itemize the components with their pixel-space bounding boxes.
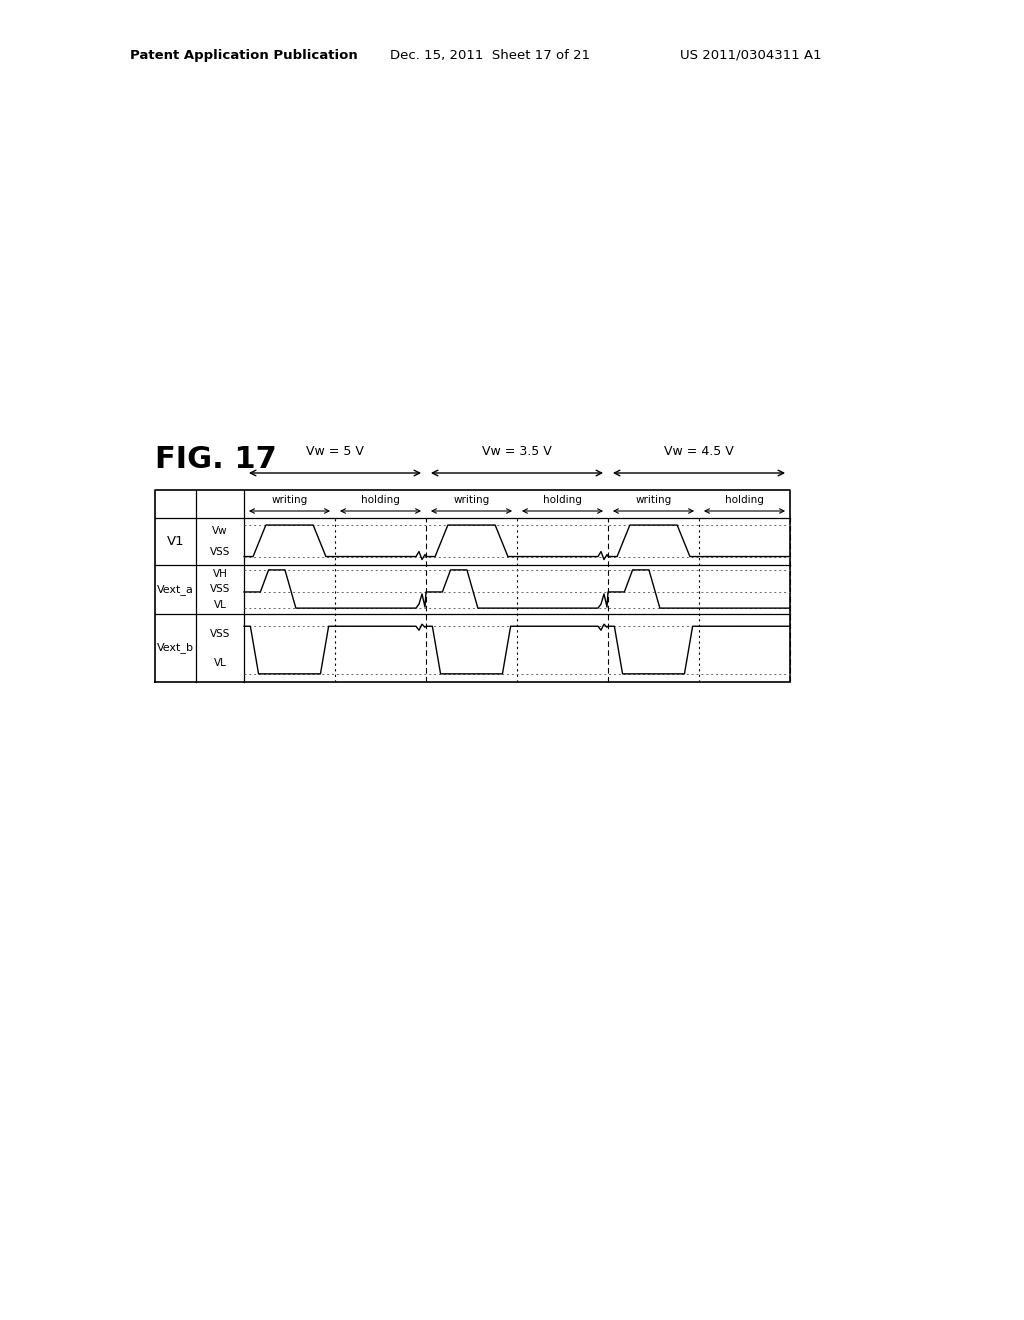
Text: Vw = 4.5 V: Vw = 4.5 V [665, 445, 734, 458]
Text: Dec. 15, 2011  Sheet 17 of 21: Dec. 15, 2011 Sheet 17 of 21 [390, 49, 590, 62]
Text: Patent Application Publication: Patent Application Publication [130, 49, 357, 62]
Text: FIG. 17: FIG. 17 [155, 445, 276, 474]
Text: VSS: VSS [210, 630, 230, 639]
Text: writing: writing [271, 495, 307, 506]
Text: Vext_a: Vext_a [157, 583, 194, 595]
Text: Vext_b: Vext_b [157, 643, 194, 653]
Text: Vw = 3.5 V: Vw = 3.5 V [482, 445, 552, 458]
Text: writing: writing [454, 495, 489, 506]
Text: US 2011/0304311 A1: US 2011/0304311 A1 [680, 49, 821, 62]
Text: holding: holding [725, 495, 764, 506]
Text: VL: VL [214, 657, 226, 668]
Text: holding: holding [543, 495, 582, 506]
Text: holding: holding [361, 495, 400, 506]
Text: VL: VL [214, 601, 226, 610]
Text: Vw = 5 V: Vw = 5 V [306, 445, 364, 458]
Text: VH: VH [213, 569, 227, 578]
Text: VSS: VSS [210, 546, 230, 557]
Text: V1: V1 [167, 535, 184, 548]
Text: writing: writing [635, 495, 672, 506]
Text: Vw: Vw [212, 527, 227, 536]
Text: VSS: VSS [210, 585, 230, 594]
